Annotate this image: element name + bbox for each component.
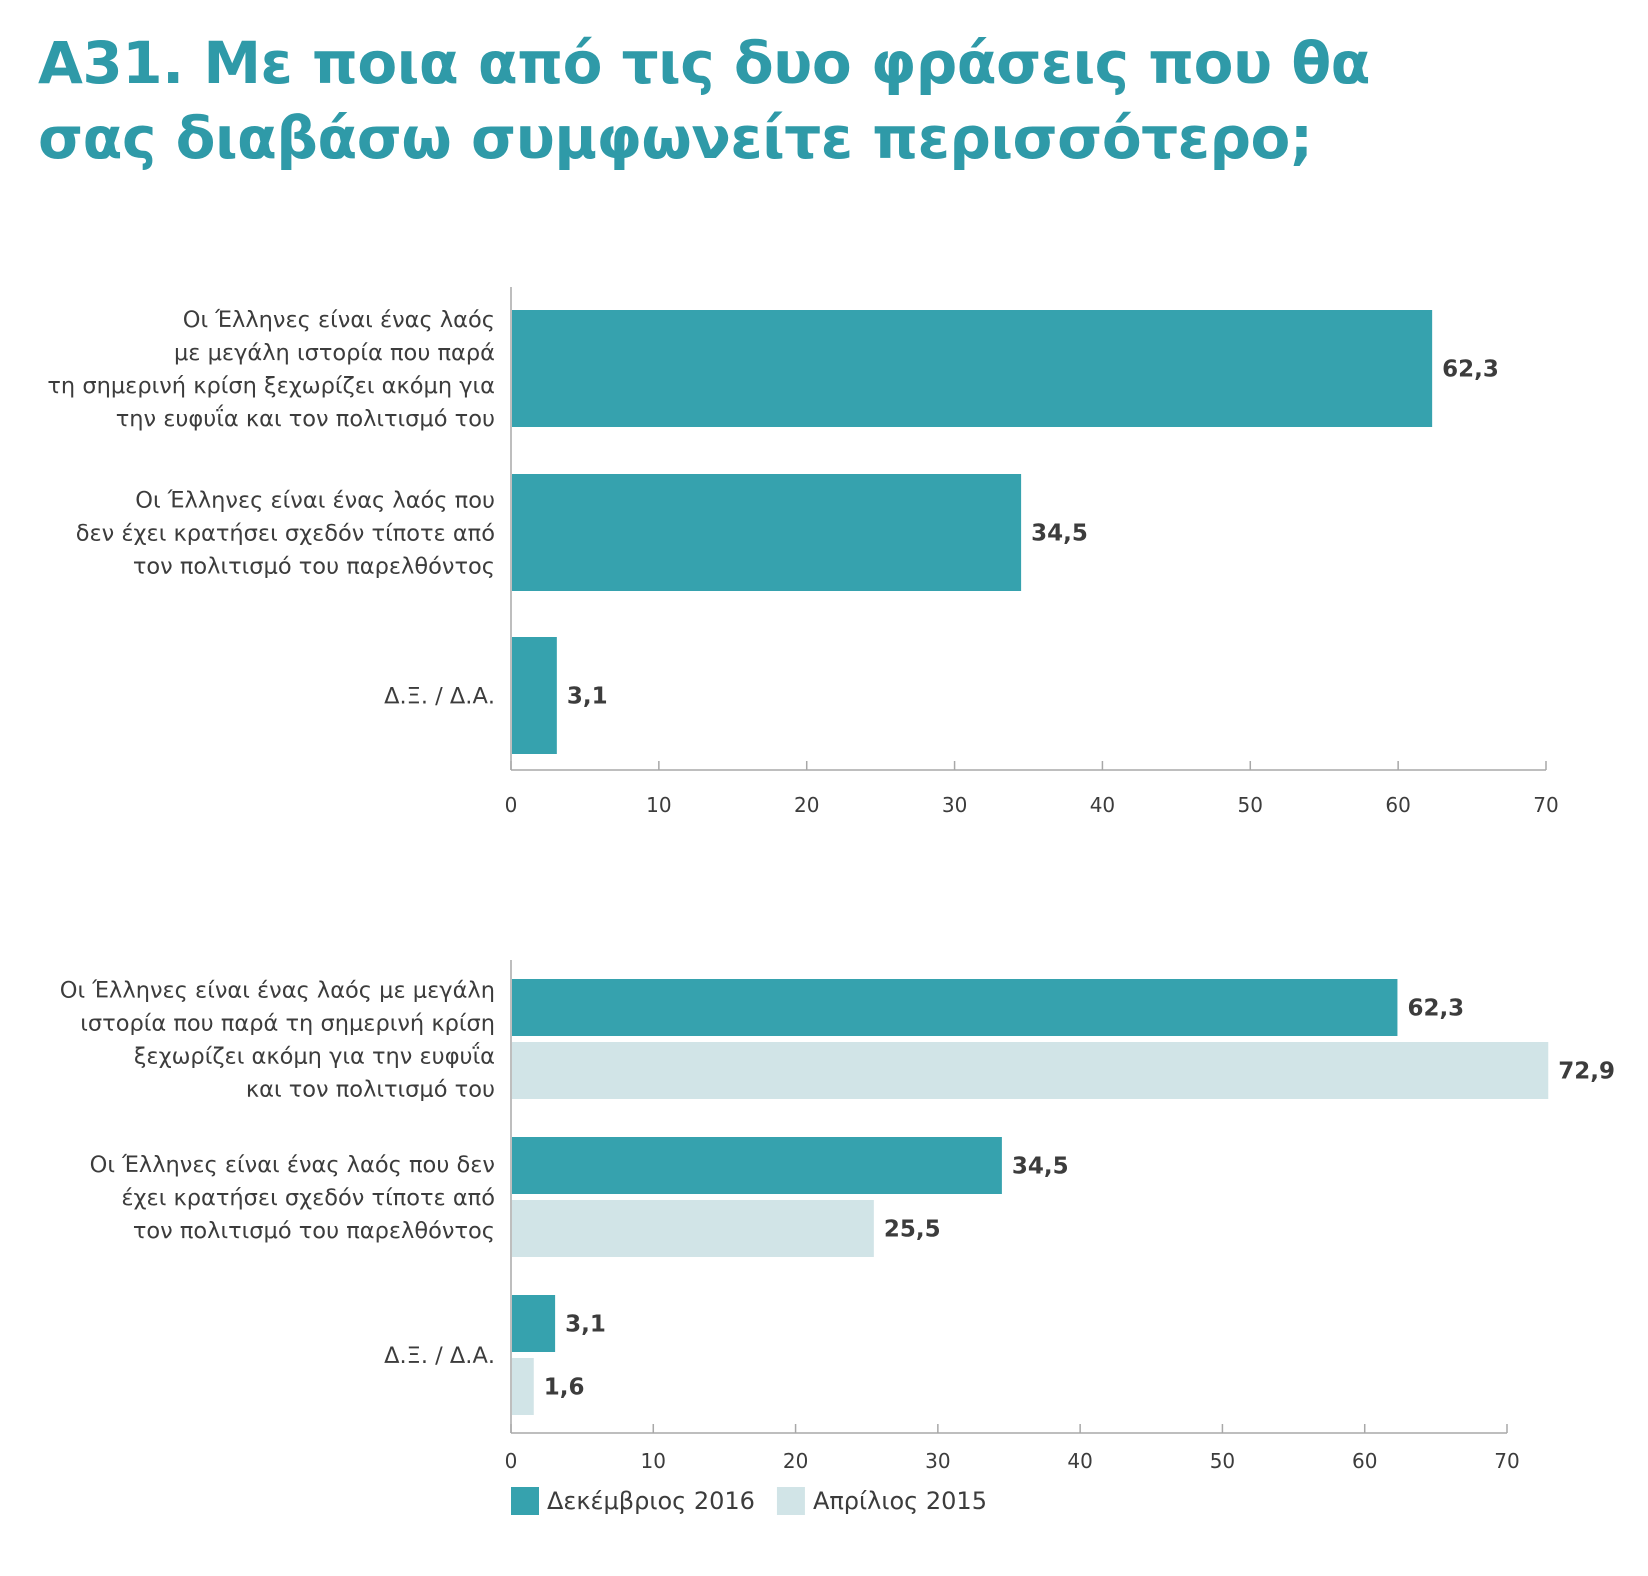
- bar-value-label: 62,3: [1407, 996, 1464, 1022]
- bar-value-label: 1,6: [544, 1375, 585, 1401]
- category-label: ιστορία που παρά τη σημερινή κρίση: [80, 1011, 495, 1037]
- legend-swatch: [511, 1487, 539, 1515]
- category-label: και τον πολιτισμό του: [246, 1077, 495, 1103]
- chart-2: 0 10 20 30 40 50 60 70 62,3 72,9 Οι Έλληνες είναι …: [60, 960, 1615, 1515]
- x-tick-label: 40: [1067, 1449, 1092, 1473]
- x-tick-label: 50: [1238, 793, 1263, 817]
- x-tick-label: 0: [505, 1449, 518, 1473]
- bar: [512, 637, 557, 754]
- x-tick-label: 20: [783, 1449, 808, 1473]
- category-label: την ευφυΐα και τον πολιτισμό του: [116, 403, 495, 432]
- bar-value-label: 3,1: [565, 1312, 606, 1338]
- bar: [512, 1137, 1002, 1194]
- bar: [512, 1042, 1549, 1099]
- category-label: τον πολιτισμό του παρελθόντος: [133, 554, 495, 580]
- category-label: με μεγάλη ιστορία που παρά: [174, 340, 495, 366]
- chart-1: 0 10 20 30 40 50 60 70 62,3 Οι Έλληνες είναι ένας…: [47, 287, 1559, 817]
- bar: [512, 474, 1022, 591]
- x-tick-label: 60: [1352, 1449, 1377, 1473]
- x-tick-label: 10: [646, 793, 671, 817]
- bar-value-label: 72,9: [1558, 1059, 1615, 1085]
- bar: [512, 1358, 534, 1415]
- x-tick-label: 70: [1533, 793, 1558, 817]
- bar-value-label: 34,5: [1012, 1154, 1069, 1180]
- category-label: Οι Έλληνες είναι ένας λαός: [183, 307, 495, 333]
- legend-label: Απρίλιος 2015: [813, 1487, 987, 1515]
- category-label: ξεχωρίζει ακόμη για την ευφυΐα: [134, 1041, 495, 1070]
- x-tick-label: 30: [925, 1449, 950, 1473]
- x-tick-label: 30: [942, 793, 967, 817]
- bar-value-label: 62,3: [1442, 357, 1499, 383]
- category-label: Οι Έλληνες είναι ένας λαός που δεν: [90, 1152, 495, 1178]
- x-tick-label: 50: [1210, 1449, 1235, 1473]
- x-tick-label: 0: [505, 793, 518, 817]
- x-tick-label: 20: [794, 793, 819, 817]
- x-tick-label: 40: [1090, 793, 1115, 817]
- category-label: Οι Έλληνες είναι ένας λαός με μεγάλη: [60, 978, 495, 1004]
- bar: [512, 979, 1398, 1036]
- bar: [512, 1200, 874, 1257]
- category-label: δεν έχει κρατήσει σχεδόν τίποτε από: [76, 521, 495, 547]
- legend-label: Δεκέμβριος 2016: [547, 1487, 755, 1515]
- chart-title-line-2: σας διαβάσω συμφωνείτε περισσότερο;: [38, 104, 1313, 172]
- category-label: Δ.Ξ. / Δ.Α.: [384, 1343, 495, 1369]
- chart-title: Α31. Με ποια από τις δυο φράσεις που θα …: [38, 26, 1598, 176]
- x-tick-label: 10: [641, 1449, 666, 1473]
- bar-value-label: 3,1: [567, 684, 608, 710]
- category-label: Οι Έλληνες είναι ένας λαός που: [135, 488, 495, 514]
- category-label: τον πολιτισμό του παρελθόντος: [133, 1218, 495, 1244]
- bar-value-label: 34,5: [1031, 521, 1088, 547]
- x-tick-label: 60: [1385, 793, 1410, 817]
- category-label: έχει κρατήσει σχεδόν τίποτε από: [121, 1185, 495, 1211]
- category-label: Δ.Ξ. / Δ.Α.: [384, 684, 495, 710]
- bar: [512, 310, 1433, 427]
- x-tick-label: 70: [1494, 1449, 1519, 1473]
- bar: [512, 1295, 556, 1352]
- bar-value-label: 25,5: [884, 1217, 941, 1243]
- legend-swatch: [776, 1487, 805, 1515]
- chart-title-line-1: Α31. Με ποια από τις δυο φράσεις που θα: [38, 29, 1371, 97]
- category-label: τη σημερινή κρίση ξεχωρίζει ακόμη για: [47, 373, 495, 399]
